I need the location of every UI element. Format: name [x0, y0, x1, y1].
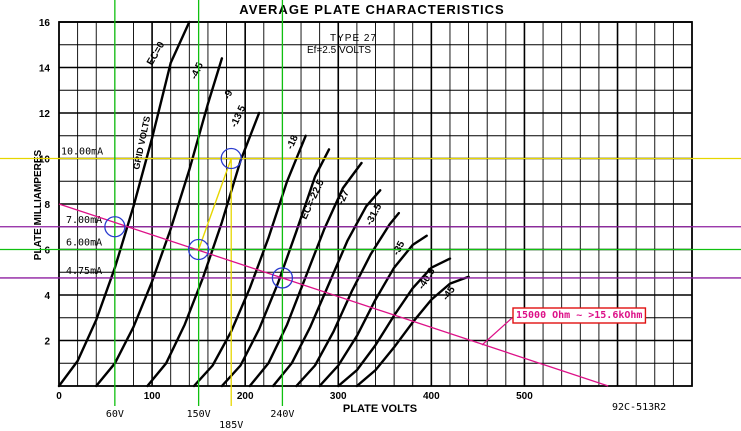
curve-label: -40.5	[416, 266, 438, 292]
operating-point-marker	[187, 238, 210, 261]
operating-point-marker	[220, 147, 242, 170]
characteristic-curve	[271, 189, 382, 388]
y-tick-label: 16	[39, 18, 51, 29]
characteristic-curve	[355, 275, 470, 388]
load-line-label-box	[512, 307, 647, 324]
x-tick-label: 200	[237, 391, 254, 402]
chart-subtitle-filament: Ef=2.5 VOLTS	[307, 45, 371, 56]
characteristic-curve	[57, 20, 191, 388]
voltage-reference-label: 240V	[270, 409, 294, 420]
characteristic-curve	[220, 148, 331, 388]
characteristic-curve	[248, 161, 363, 388]
curve-label: -4.5	[189, 61, 206, 82]
operating-point-marker	[104, 216, 126, 238]
y-tick-label: 4	[44, 291, 50, 302]
drawing-code: 92C-513R2	[612, 402, 666, 413]
signal-swing-line	[197, 158, 232, 250]
characteristic-curve	[318, 234, 428, 388]
curve-label: EC=0	[145, 40, 167, 68]
grid-volts-label: GRID VOLTS	[131, 115, 152, 170]
x-axis-label: PLATE VOLTS	[343, 403, 417, 415]
load-line	[58, 203, 609, 387]
voltage-reference-label: 150V	[187, 409, 211, 420]
current-reference-label: 7.00mA	[66, 215, 102, 226]
y-tick-label: 8	[44, 200, 50, 211]
y-tick-label: 14	[39, 64, 51, 75]
y-axis-label: PLATE MILLIAMPERES	[33, 149, 44, 260]
chart-title: AVERAGE PLATE CHARACTERISTICS	[239, 2, 504, 17]
current-reference-label: 4.75mA	[66, 266, 102, 277]
x-tick-label: 100	[144, 391, 161, 402]
y-tick-label: 12	[39, 109, 51, 120]
load-line-pointer	[481, 317, 513, 346]
characteristic-curve	[192, 134, 307, 388]
characteristic-curve	[95, 57, 224, 388]
voltage-reference-label: 185V	[219, 420, 243, 431]
x-tick-label: 300	[330, 391, 347, 402]
characteristic-curve	[295, 211, 400, 388]
y-tick-label: 6	[44, 246, 50, 257]
load-line-label: 15000 Ohm ~ >15.6kOhm	[516, 310, 642, 321]
voltage-reference-label: 60V	[106, 409, 124, 420]
current-reference-label: 10.00mA	[61, 147, 103, 158]
x-tick-label: 0	[56, 391, 62, 402]
x-tick-label: 400	[423, 391, 440, 402]
x-tick-label: 500	[516, 391, 533, 402]
y-tick-label: 2	[44, 337, 50, 348]
chart-subtitle-type: TYPE 27	[330, 33, 377, 44]
operating-point-marker	[271, 267, 294, 289]
y-tick-label: 10	[39, 155, 51, 166]
current-reference-label: 6.00mA	[66, 238, 102, 249]
curve-label: -45	[440, 284, 458, 303]
curve-label: EC=-22.5	[299, 178, 327, 222]
